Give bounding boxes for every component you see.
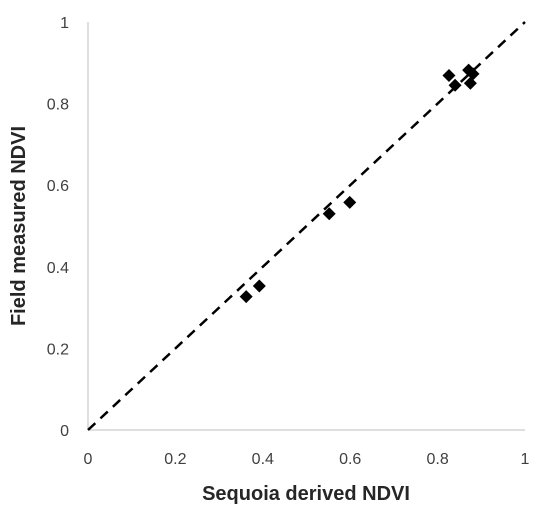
x-tick-label: 0 (84, 451, 93, 468)
data-point-diamond (448, 78, 462, 92)
data-point-diamond (239, 290, 253, 304)
y-tick-label: 0.8 (47, 97, 69, 114)
data-point-diamond (466, 67, 480, 81)
x-axis-title: Sequoia derived NDVI (202, 483, 410, 505)
one-to-one-dashed-line (87, 21, 526, 431)
data-point-diamond (343, 195, 357, 209)
data-point-diamond (252, 279, 266, 293)
x-tick-label: 0.6 (339, 451, 361, 468)
x-tick-label: 0.4 (252, 451, 274, 468)
y-tick-label: 0.2 (47, 341, 69, 358)
reference-line-layer (87, 21, 526, 431)
y-tick-label: 0.4 (47, 260, 69, 277)
data-point-diamond (463, 76, 477, 90)
y-tick-label: 1 (60, 15, 69, 32)
y-axis-title: Field measured NDVI (8, 126, 30, 326)
axes (87, 22, 525, 431)
tick-labels: 0 0.2 0.4 0.6 0.8 1 0 0.2 0.4 0.6 0.8 1 (47, 15, 530, 468)
data-point-diamond (442, 68, 456, 82)
x-tick-label: 1 (521, 451, 530, 468)
y-tick-label: 0.6 (47, 178, 69, 195)
x-tick-label: 0.8 (426, 451, 448, 468)
y-tick-label: 0 (60, 423, 69, 440)
x-tick-label: 0.2 (164, 451, 186, 468)
data-points (239, 63, 480, 304)
data-point-diamond (322, 207, 336, 221)
